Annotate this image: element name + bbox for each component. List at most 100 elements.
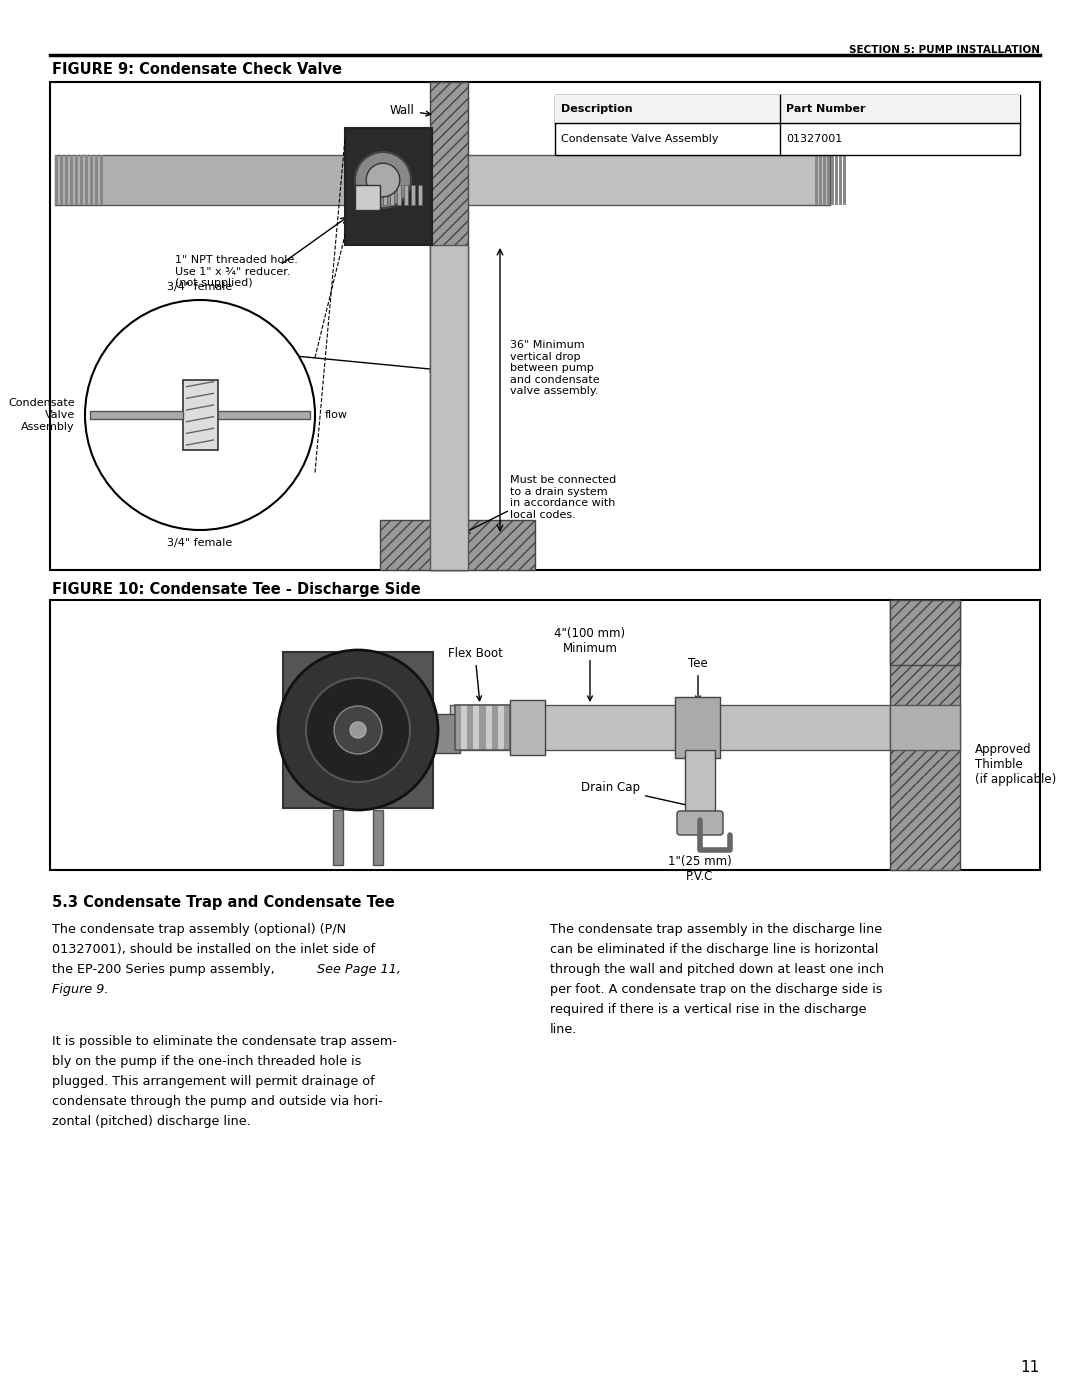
Bar — [355, 184, 380, 210]
Text: 11: 11 — [1021, 1361, 1040, 1375]
Bar — [890, 599, 960, 870]
Bar — [283, 652, 433, 807]
Bar — [90, 155, 93, 205]
Bar — [839, 155, 841, 205]
Bar — [473, 705, 480, 750]
Text: 01327001: 01327001 — [786, 134, 842, 144]
Bar — [815, 155, 818, 205]
Text: Copper or
galvanized pipe
between pump
and condensate
valve.: Copper or galvanized pipe between pump a… — [175, 320, 265, 376]
Bar — [95, 155, 98, 205]
Bar — [468, 155, 831, 205]
Bar — [835, 155, 837, 205]
Bar — [50, 599, 1040, 870]
Text: 5.3 Condensate Trap and Condensate Tee: 5.3 Condensate Trap and Condensate Tee — [52, 895, 395, 909]
Circle shape — [85, 300, 315, 529]
Text: 1" NPT threaded hole.
Use 1" x ¾" reducer.
(not supplied): 1" NPT threaded hole. Use 1" x ¾" reduce… — [175, 256, 298, 288]
Bar — [675, 697, 720, 759]
Text: It is possible to eliminate the condensate trap assem-: It is possible to eliminate the condensa… — [52, 1035, 396, 1048]
Text: 1"(25 mm)
P.V.C: 1"(25 mm) P.V.C — [669, 855, 732, 883]
Bar — [510, 700, 545, 754]
Circle shape — [366, 163, 400, 197]
Circle shape — [355, 152, 411, 208]
Text: The condensate trap assembly in the discharge line: The condensate trap assembly in the disc… — [550, 923, 882, 936]
Bar — [373, 810, 383, 865]
Bar — [85, 155, 87, 205]
Bar — [685, 750, 715, 820]
Text: the EP-200 Series pump assembly,: the EP-200 Series pump assembly, — [52, 963, 279, 977]
FancyBboxPatch shape — [677, 812, 723, 835]
Text: See Page 11,: See Page 11, — [318, 963, 401, 977]
Bar — [498, 705, 504, 750]
Text: 36" Minimum
vertical drop
between pump
and condensate
valve assembly.: 36" Minimum vertical drop between pump a… — [510, 339, 599, 397]
Text: bly on the pump if the one-inch threaded hole is: bly on the pump if the one-inch threaded… — [52, 1055, 362, 1067]
Text: 01327001), should be installed on the inlet side of: 01327001), should be installed on the in… — [52, 943, 375, 956]
Bar — [183, 380, 217, 450]
Bar — [480, 705, 486, 750]
Bar — [430, 244, 468, 570]
Bar — [430, 82, 468, 570]
Bar — [461, 705, 468, 750]
Circle shape — [306, 678, 410, 782]
Bar — [65, 155, 68, 205]
Bar — [100, 155, 103, 205]
Text: Wall: Wall — [390, 103, 431, 116]
Bar — [455, 705, 461, 750]
Bar — [60, 155, 63, 205]
Text: Must be connected
to a drain system
in accordance with
local codes.: Must be connected to a drain system in a… — [510, 475, 617, 520]
Circle shape — [334, 705, 382, 754]
Bar — [345, 129, 432, 244]
Bar — [468, 705, 473, 750]
Bar — [455, 705, 510, 750]
Text: through the wall and pitched down at least one inch: through the wall and pitched down at lea… — [550, 963, 885, 977]
Bar — [397, 184, 401, 205]
Bar — [823, 155, 825, 205]
Bar — [217, 411, 310, 419]
Bar — [555, 95, 1020, 123]
Bar — [55, 155, 430, 205]
Text: FIGURE 10: Condensate Tee - Discharge Side: FIGURE 10: Condensate Tee - Discharge Si… — [52, 583, 421, 597]
Bar — [390, 184, 394, 205]
Text: Condensate
Valve
Assembly: Condensate Valve Assembly — [9, 398, 75, 432]
Text: can be eliminated if the discharge line is horizontal: can be eliminated if the discharge line … — [550, 943, 878, 956]
Text: 4"(100 mm)
Minimum: 4"(100 mm) Minimum — [554, 627, 625, 701]
Bar — [491, 705, 498, 750]
Text: per foot. A condensate trap on the discharge side is: per foot. A condensate trap on the disch… — [550, 983, 882, 996]
Text: line.: line. — [550, 1023, 578, 1037]
Bar — [404, 184, 408, 205]
Circle shape — [350, 722, 366, 738]
Text: plugged. This arrangement will permit drainage of: plugged. This arrangement will permit dr… — [52, 1076, 375, 1088]
Text: Part Number: Part Number — [786, 103, 865, 115]
Bar — [383, 184, 387, 205]
Text: 3/4" female: 3/4" female — [167, 282, 232, 292]
Text: Description: Description — [561, 103, 633, 115]
Text: The condensate trap assembly (optional) (P/N: The condensate trap assembly (optional) … — [52, 923, 346, 936]
Bar — [433, 714, 460, 753]
Bar — [70, 155, 73, 205]
Bar — [418, 184, 422, 205]
Bar — [890, 705, 960, 750]
Bar — [819, 155, 822, 205]
Bar — [827, 155, 829, 205]
Text: Figure 9.: Figure 9. — [52, 983, 108, 996]
Bar — [333, 810, 343, 865]
Bar — [555, 95, 1020, 155]
Bar — [80, 155, 83, 205]
Text: required if there is a vertical rise in the discharge: required if there is a vertical rise in … — [550, 1003, 866, 1016]
Text: SECTION 5: PUMP INSTALLATION: SECTION 5: PUMP INSTALLATION — [849, 45, 1040, 54]
Bar — [486, 705, 491, 750]
Bar — [890, 599, 960, 665]
Text: Drain Cap: Drain Cap — [581, 781, 696, 809]
Text: condensate through the pump and outside via hori-: condensate through the pump and outside … — [52, 1095, 382, 1108]
Bar — [50, 82, 1040, 570]
Text: Condensate Valve Assembly: Condensate Valve Assembly — [561, 134, 718, 144]
Text: Approved
Thimble
(if applicable): Approved Thimble (if applicable) — [975, 743, 1056, 787]
Bar — [843, 155, 846, 205]
Bar — [55, 155, 58, 205]
Text: Tee: Tee — [688, 657, 707, 701]
Text: Flex Boot: Flex Boot — [447, 647, 502, 701]
Text: 3/4" female: 3/4" female — [167, 538, 232, 548]
Bar — [90, 411, 183, 419]
Bar — [450, 705, 890, 750]
Circle shape — [278, 650, 438, 810]
Text: flow: flow — [325, 409, 348, 420]
